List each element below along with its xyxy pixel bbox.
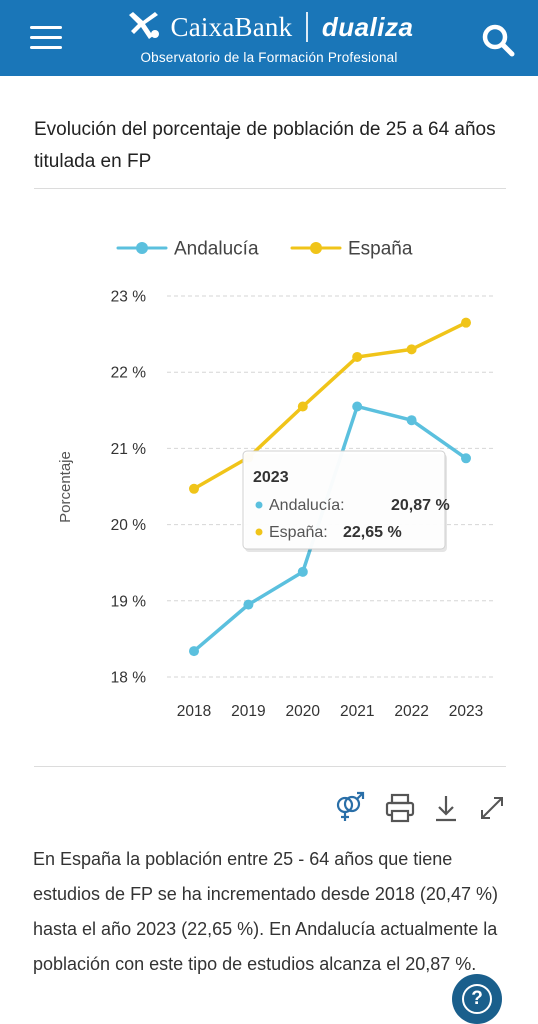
y-axis-label: Porcentaje xyxy=(57,451,74,523)
y-tick-label-2: 20 % xyxy=(111,517,147,534)
line-chart[interactable]: Andalucía España 18 % 19 % 20 % 21 % 22 % 23 % P… xyxy=(0,225,538,725)
help-button[interactable]: ? xyxy=(452,974,502,1024)
tooltip-value-0: 20,87 % xyxy=(391,497,450,514)
fullscreen-icon[interactable] xyxy=(474,790,510,826)
tooltip-value-1: 22,65 % xyxy=(343,524,402,541)
point-1-4 xyxy=(406,344,417,355)
y-tick-label-4: 22 % xyxy=(111,365,147,382)
brand-logo[interactable]: CaixaBank dualiza Observatorio de la For… xyxy=(0,8,538,65)
title-divider xyxy=(34,188,506,189)
legend-marker-1 xyxy=(310,242,322,254)
legend-marker-0 xyxy=(136,242,148,254)
series-line-1 xyxy=(193,321,467,491)
search-icon[interactable] xyxy=(478,20,518,60)
point-1-3 xyxy=(352,351,363,362)
hamburger-menu-icon[interactable] xyxy=(30,26,62,50)
legend-label-0: Andalucía xyxy=(174,239,259,260)
point-1-2 xyxy=(297,401,308,412)
legend-label-1: España xyxy=(348,239,413,260)
y-tick-label-1: 19 % xyxy=(111,593,147,610)
download-icon[interactable] xyxy=(428,790,464,826)
brand-name: CaixaBank xyxy=(170,11,293,42)
help-icon: ? xyxy=(462,984,492,1014)
point-0-5 xyxy=(461,453,471,464)
app-header: CaixaBank dualiza Observatorio de la For… xyxy=(0,0,538,76)
y-tick-label-3: 21 % xyxy=(111,441,147,458)
x-tick-label-2: 2020 xyxy=(286,703,321,720)
print-icon[interactable] xyxy=(382,790,418,826)
tooltip-marker-1 xyxy=(255,528,263,536)
brand-product: dualiza xyxy=(321,11,414,42)
x-tick-label-1: 2019 xyxy=(231,703,265,720)
header-subtitle: Observatorio de la Formación Profesional xyxy=(140,50,398,65)
point-0-4 xyxy=(406,415,417,426)
point-1-5 xyxy=(461,317,471,328)
x-tick-label-0: 2018 xyxy=(177,703,211,720)
chart-card-title: Evolución del porcentaje de población de… xyxy=(34,119,496,172)
x-tick-label-5: 2023 xyxy=(449,703,483,720)
brand-separator xyxy=(306,12,308,42)
y-tick-label-5: 23 % xyxy=(111,289,147,306)
point-0-2 xyxy=(297,566,308,577)
gender-icon[interactable] xyxy=(330,790,366,826)
tooltip-marker-0 xyxy=(255,501,263,509)
point-0-0 xyxy=(189,646,199,657)
y-tick-label-0: 18 % xyxy=(111,670,147,687)
chart-description: En España la población entre 25 - 64 año… xyxy=(33,849,498,974)
x-tick-label-3: 2021 xyxy=(340,703,374,720)
point-0-3 xyxy=(352,401,363,412)
point-0-1 xyxy=(243,599,254,610)
x-tick-label-4: 2022 xyxy=(394,703,428,720)
tooltip-title: 2023 xyxy=(253,469,289,486)
tooltip-label-0: Andalucía: xyxy=(269,497,345,514)
tooltip-label-1: España: xyxy=(269,524,328,541)
caixabank-star-icon xyxy=(128,12,159,39)
tooltip-box xyxy=(242,450,446,550)
point-1-0 xyxy=(189,483,199,494)
chart-divider xyxy=(34,766,506,767)
